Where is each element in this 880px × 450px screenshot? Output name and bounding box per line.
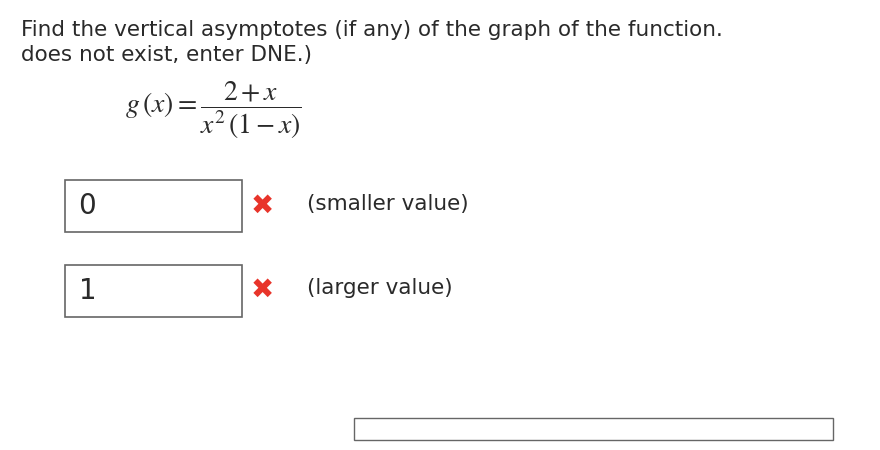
- Bar: [65, 265, 242, 317]
- Text: 0: 0: [78, 192, 96, 220]
- Text: 1: 1: [78, 277, 96, 305]
- Text: does not exist, enter DNE.): does not exist, enter DNE.): [21, 45, 312, 65]
- Bar: [355, 418, 833, 440]
- Text: (smaller value): (smaller value): [306, 194, 468, 214]
- Text: ✖: ✖: [251, 192, 275, 220]
- Text: ✖: ✖: [251, 276, 275, 304]
- Text: Find the vertical asymptotes (if any) of the graph of the function.: Find the vertical asymptotes (if any) of…: [21, 20, 723, 40]
- Bar: [65, 180, 242, 232]
- Text: $g\,(x) = \dfrac{2+x}{x^{2}\,(1-x)}$: $g\,(x) = \dfrac{2+x}{x^{2}\,(1-x)}$: [125, 79, 302, 141]
- Text: (larger value): (larger value): [306, 278, 452, 298]
